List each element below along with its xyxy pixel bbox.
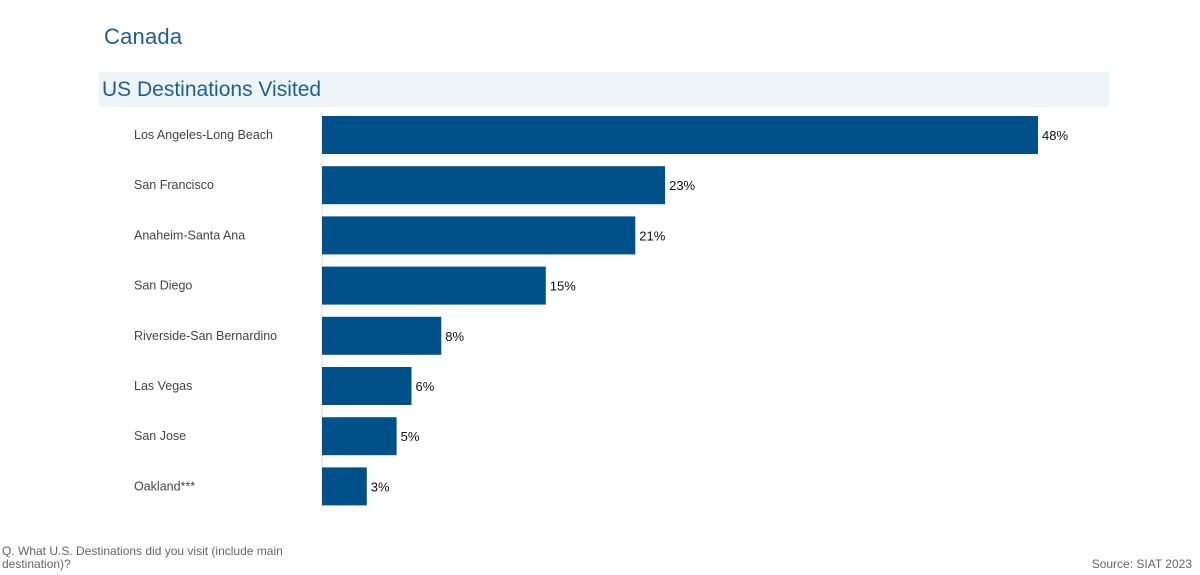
category-label: San Jose bbox=[134, 429, 186, 443]
bar bbox=[322, 266, 546, 305]
category-label: San Francisco bbox=[134, 178, 214, 192]
bar bbox=[322, 316, 442, 355]
bar bbox=[322, 116, 1038, 154]
page-title: Canada bbox=[104, 24, 183, 49]
bar bbox=[322, 467, 367, 506]
category-label: Oakland*** bbox=[134, 479, 195, 493]
value-label: 6% bbox=[416, 379, 435, 394]
value-label: 21% bbox=[639, 228, 665, 243]
bar bbox=[322, 417, 397, 456]
value-label: 48% bbox=[1042, 128, 1068, 143]
value-label: 23% bbox=[669, 178, 695, 193]
category-label: Los Angeles-Long Beach bbox=[134, 128, 273, 142]
bar bbox=[322, 367, 412, 405]
value-label: 3% bbox=[371, 479, 390, 494]
value-label: 5% bbox=[401, 429, 420, 444]
chart-title-band: US Destinations Visited bbox=[99, 72, 1109, 107]
bar-series: Los Angeles-Long Beach 48% San Francisco 23… bbox=[134, 116, 1068, 506]
source-note: Source: SIAT 2023 bbox=[1091, 557, 1192, 571]
bar bbox=[322, 166, 666, 205]
bar bbox=[322, 216, 636, 255]
value-label: 8% bbox=[445, 329, 464, 344]
category-label: Riverside-San Bernardino bbox=[134, 329, 277, 343]
chart-title: US Destinations Visited bbox=[102, 78, 322, 101]
question-footnote: Q. What U.S. Destinations did you visit … bbox=[2, 544, 283, 571]
value-label: 15% bbox=[550, 279, 576, 294]
category-label: Las Vegas bbox=[134, 379, 192, 393]
category-label: San Diego bbox=[134, 279, 192, 293]
category-label: Anaheim-Santa Ana bbox=[134, 228, 245, 242]
